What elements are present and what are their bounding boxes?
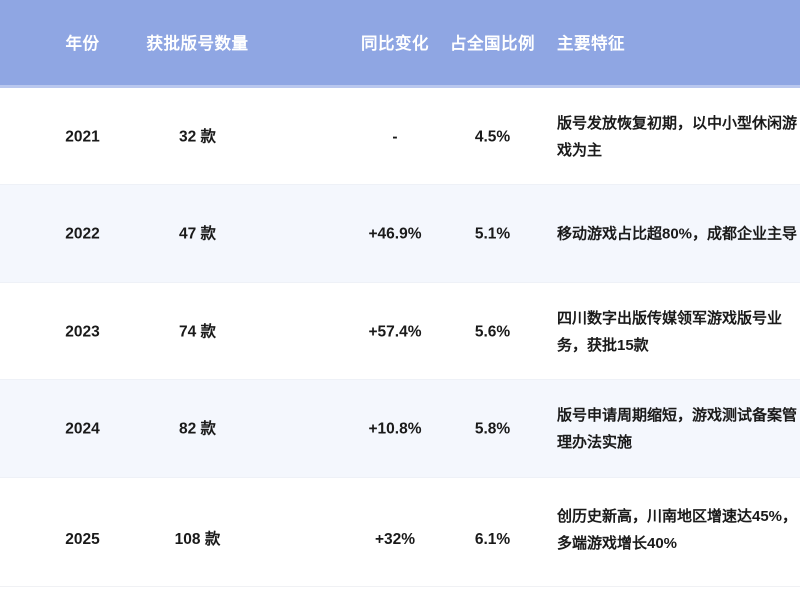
cell-change: -	[392, 128, 398, 145]
column-header-count: 获批版号数量	[146, 35, 249, 53]
cell-feature: 版号发放恢复初期，以中小型休闲游戏为主	[557, 114, 798, 159]
cell-year: 2023	[65, 323, 100, 340]
cell-count: 32 款	[178, 128, 217, 145]
cell-count: 74 款	[178, 323, 217, 340]
cell-feature: 移动游戏占比超80%，成都企业主导	[557, 225, 798, 243]
cell-feature: 四川数字出版传媒领军游戏版号业务，获批15款	[557, 309, 783, 354]
cell-share: 5.1%	[474, 225, 511, 243]
cell-year: 2022	[65, 225, 100, 243]
table-row: 2022 47 款 +46.9% 5.1% 移动游戏占比超80%，成都企业主导	[0, 185, 800, 283]
table-row: 2024 82 款 +10.8% 5.8% 版号申请周期缩短，游戏测试备案管理办…	[0, 380, 800, 478]
column-header-change: 同比变化	[361, 35, 429, 53]
cell-count: 108 款	[174, 531, 221, 548]
cell-change: +32%	[374, 531, 416, 548]
cell-change: +46.9%	[368, 225, 422, 243]
column-header-feature: 主要特征	[557, 35, 625, 53]
cell-share: 6.1%	[474, 531, 511, 548]
cell-year: 2025	[65, 531, 100, 548]
cell-change: +10.8%	[368, 420, 422, 438]
cell-count: 82 款	[178, 420, 217, 438]
cell-share: 5.8%	[474, 420, 511, 438]
column-header-share: 占全国比例	[450, 35, 535, 53]
cell-share: 4.5%	[474, 128, 511, 145]
cell-year: 2021	[65, 128, 100, 145]
cell-feature: 版号申请周期缩短，游戏测试备案管理办法实施	[557, 407, 798, 451]
table-row: 2023 74 款 +57.4% 5.6% 四川数字出版传媒领军游戏版号业务，获…	[0, 283, 800, 380]
table-row: 2025 108 款 +32% 6.1% 创历史新高，川南地区增速达45%，多端…	[0, 478, 800, 597]
cell-change: +57.4%	[368, 323, 422, 340]
table-header-row: 年份 获批版号数量 同比变化 占全国比例 主要特征	[0, 0, 800, 88]
cell-share: 5.6%	[474, 323, 511, 340]
column-header-year: 年份	[65, 35, 100, 53]
cell-count: 47 款	[178, 225, 217, 243]
cell-year: 2024	[65, 420, 100, 438]
cell-feature: 创历史新高，川南地区增速达45%，多端游戏增长40%	[557, 508, 798, 552]
table-row: 2021 32 款 - 4.5% 版号发放恢复初期，以中小型休闲游戏为主	[0, 88, 800, 185]
